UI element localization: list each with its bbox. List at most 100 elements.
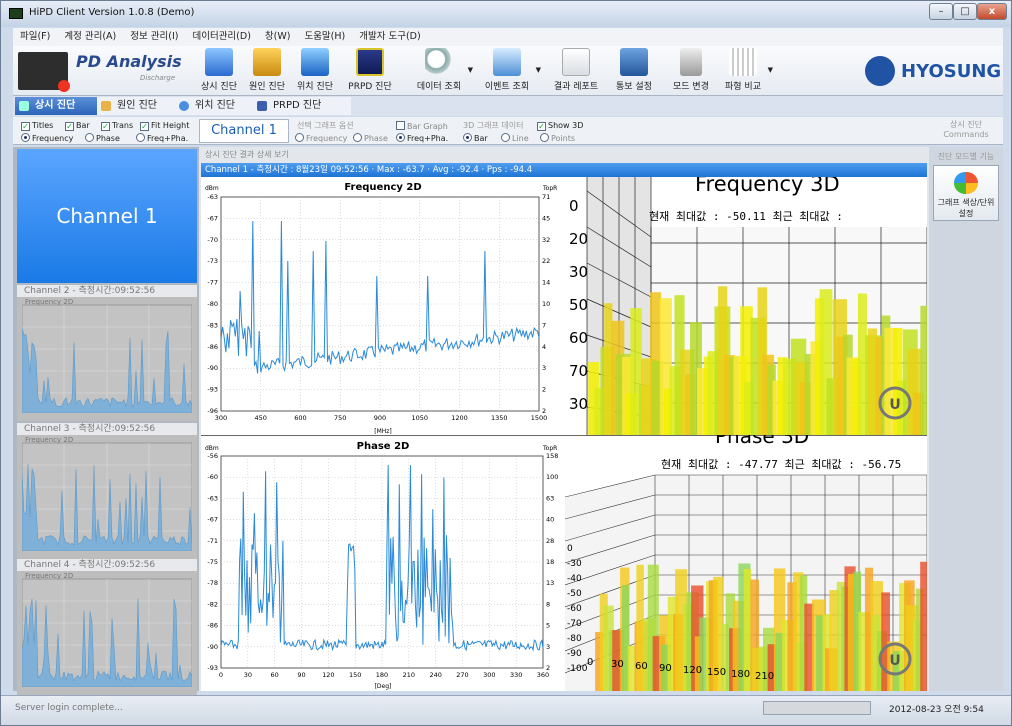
menu-account[interactable]: 계정 관리(A) [64,31,117,42]
3d-bar [750,579,760,691]
y-tick-label: -93 [207,664,218,672]
x-axis-unit: [MHz] [374,428,392,435]
cube-icon [301,48,329,76]
max-value-readout: 현재 최대값 : -47.77 최근 최대값 : -56.75 [661,458,901,471]
maximize-button[interactable]: □ [953,3,977,20]
chevron-down-icon[interactable]: ▼ [467,66,473,74]
close-button[interactable]: x [977,3,1007,20]
3d-bar [852,358,862,435]
minimize-button[interactable]: – [929,3,953,20]
graph-freq-phase-radio[interactable]: Freq+Pha. [396,133,448,143]
phase-radio[interactable]: Phase [85,133,120,143]
channel-4-tile[interactable]: Channel 4 - 측정시간:09:52:56 Frequency 2D [17,559,197,695]
channel-3-tile[interactable]: Channel 3 - 측정시간:09:52:56 Frequency 2D [17,423,197,559]
bar-graph-checkbox[interactable]: Bar Graph [396,121,448,131]
freq-phase-radio[interactable]: Freq+Pha. [136,133,188,143]
3d-bar [814,298,825,435]
tab-live-diagnosis[interactable]: 상시 진단 [15,97,97,115]
reset-view-label: U [889,653,900,669]
x-tick-label: 1350 [491,414,508,422]
x-tick-label: 750 [334,414,346,422]
menu-help[interactable]: 도움말(H) [304,31,346,42]
channel-list: Channel 1 Channel 2 - 측정시간:09:52:56 Freq… [13,147,199,695]
x-tick-label: 1500 [531,414,548,422]
graph-frequency-radio[interactable]: Frequency [295,133,347,143]
x-tick-label: 240 [429,671,441,679]
3d-bar [718,286,728,435]
y2-tick-label: 32 [542,236,550,244]
event-window-icon [493,48,521,76]
reset-view-icon[interactable] [878,642,912,676]
y-tick-label: -86 [207,622,218,630]
3d-bar [836,336,848,435]
x-tick-label: 1050 [411,414,428,422]
3d-bar [857,293,867,435]
3d-axis-label: 30 [569,263,588,281]
menu-window[interactable]: 창(W) [264,31,291,42]
graph-color-settings-button[interactable]: 그래프 색상/단위설정 [933,165,999,221]
y2-tick-label: 22 [542,257,550,265]
chevron-down-icon[interactable]: ▼ [535,66,541,74]
graph-options-group: 선택 그래프 옵션 [297,121,354,130]
monitor-icon [205,48,233,76]
mode-change-button[interactable]: 모드 변경 [669,48,713,94]
menu-info[interactable]: 정보 관리(I) [130,31,179,42]
prpd-tab-icon [257,101,267,111]
3d-line-radio[interactable]: Line [501,133,529,143]
waveform-compare-button[interactable]: 파형 비교 ▼ [721,48,773,94]
tab-position-diagnosis[interactable]: 위치 진단 [175,97,253,115]
3d-bar [713,576,724,691]
graph-phase-radio[interactable]: Phase [353,133,388,143]
3d-bar [875,337,884,435]
check-icon: ✓ [65,122,74,131]
measurement-info-bar: Channel 1 - 측정시간 : 8월23일 09:52:56 · Max … [201,163,927,177]
event-query-button[interactable]: 이벤트 조회 ▼ [481,48,541,94]
3d-points-radio[interactable]: Points [540,133,575,143]
fit-height-checkbox[interactable]: ✓ Fit Height [140,121,190,131]
titles-checkbox[interactable]: ✓ Titles [21,121,54,131]
notify-settings-button[interactable]: 통보 설정 [613,48,655,94]
3d-bar [897,380,907,435]
data-query-button[interactable]: 데이터 조회 ▼ [413,48,473,94]
reset-view-label: U [889,397,900,413]
x-tick-label: 1200 [451,414,468,422]
bar-checkbox[interactable]: ✓ Bar [65,121,90,131]
phase-3d-view: Phase 3D 현재 최대값 : -47.77 최근 최대값 : -56.75… [565,435,927,691]
menu-dev-tools[interactable]: 개발자 도구(D) [359,31,421,42]
live-diagnosis-button[interactable]: 상시 진단 [199,48,239,94]
result-report-button[interactable]: 결과 레포트 [551,48,601,94]
chevron-down-icon[interactable]: ▼ [767,66,773,74]
y-tick-label: -80 [207,300,218,308]
3d-x-tick-label: 180 [731,669,750,680]
channel-1-tile[interactable]: Channel 1 [17,149,197,283]
reset-view-icon[interactable] [878,386,912,420]
cause-diagnosis-button[interactable]: 원인 진단 [247,48,287,94]
frequency-radio[interactable]: Frequency [21,133,73,143]
3d-bar [773,568,786,691]
3d-x-tick-label: 30 [611,659,624,670]
prpd-diagnosis-button[interactable]: PRPD 진단 [347,48,393,94]
3d-bar [829,590,840,691]
3d-bar [720,623,729,691]
menu-data[interactable]: 데이터관리(D) [192,31,251,42]
x-tick-label: 120 [322,671,334,679]
3d-bar [595,632,604,691]
menu-file[interactable]: 파일(F) [20,31,51,42]
x-tick-label: 600 [294,414,306,422]
waveform-icon [729,48,757,76]
y2-tick-label: 10 [542,300,550,308]
prpd-screen-icon [356,48,384,76]
position-diagnosis-button[interactable]: 위치 진단 [295,48,335,94]
y2-tick-label: 13 [546,579,554,587]
channel-3-mini-chart [22,442,192,551]
show-3d-checkbox[interactable]: ✓ Show 3D [537,121,584,131]
frequency-signal-line [220,220,540,374]
channel-2-tile[interactable]: Channel 2 - 측정시간:09:52:56 Frequency 2D [17,285,197,421]
tab-prpd-diagnosis[interactable]: PRPD 진단 [253,97,351,115]
tab-cause-diagnosis[interactable]: 원인 진단 [97,97,175,115]
3d-bar-radio[interactable]: Bar [463,133,488,143]
trans-checkbox[interactable]: ✓ Trans [101,121,134,131]
3d-bar [864,567,874,691]
x-tick-label: 0 [219,671,223,679]
